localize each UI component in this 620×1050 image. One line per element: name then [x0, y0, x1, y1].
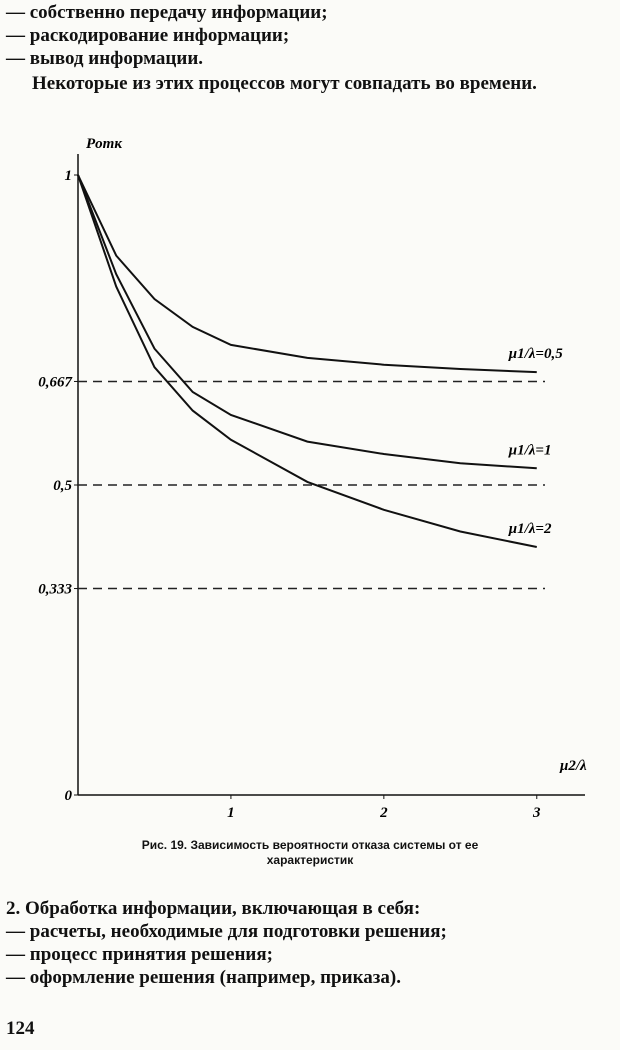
chart: Pотк μ2/λ 0 0,333 0,5 0,667 1 1 2 3 μ1/λ=0,5 μ1/λ=1… [38, 136, 587, 821]
series-label: μ1/λ=0,5 [508, 346, 563, 362]
caption: характеристик [266, 853, 354, 867]
y-tick-label: 0,333 [38, 582, 72, 598]
x-tick-label: 3 [532, 805, 541, 821]
series-label: μ1/λ=1 [508, 442, 552, 458]
y-tick-label: 1 [65, 168, 73, 184]
text-line: 2. Обработка информации, включающая в се… [6, 898, 421, 919]
text-line: — оформление решения (например, приказа)… [6, 967, 401, 988]
text-line: — процесс принятия решения; [6, 944, 273, 965]
x-axis-label: μ2/λ [559, 758, 587, 774]
x-tick-label: 1 [227, 805, 235, 821]
text-line: — собственно передачу информации; [6, 2, 328, 23]
y-axis-label: Pотк [86, 136, 122, 152]
y-tick-label: 0 [65, 788, 73, 804]
y-tick-label: 0,5 [53, 478, 72, 494]
page-number: 124 [6, 1018, 35, 1039]
text-line: — вывод информации. [6, 48, 204, 69]
text-line: — раскодирование информации; [6, 25, 290, 46]
series-line [77, 174, 537, 470]
series-line [77, 174, 537, 548]
x-tick-label: 2 [379, 805, 388, 821]
series-label: μ1/λ=2 [508, 521, 552, 537]
text-line: — расчеты, необходимые для подготовки ре… [6, 921, 447, 942]
caption: Рис. 19. Зависимость вероятности отказа … [141, 838, 479, 852]
y-tick-label: 0,667 [38, 374, 72, 390]
paragraph: Некоторые из этих процессов могут совпад… [32, 73, 537, 94]
series-line [77, 174, 537, 374]
